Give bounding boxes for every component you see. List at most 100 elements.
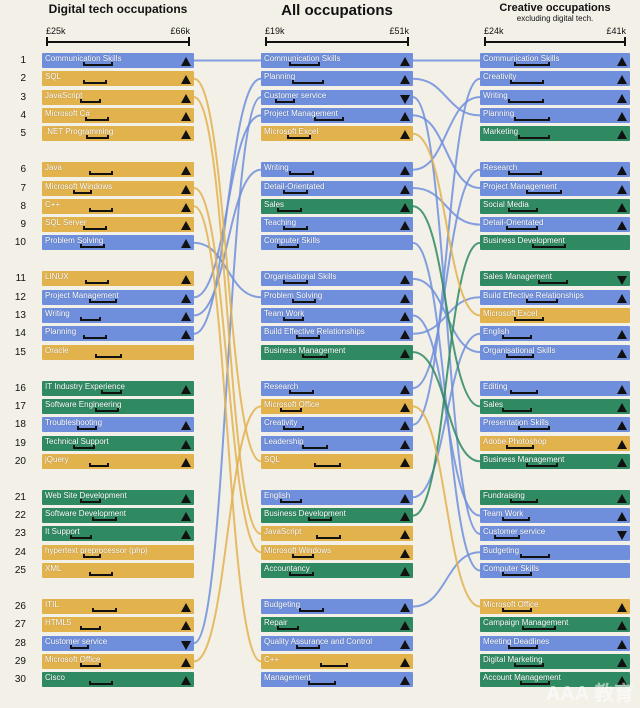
rank-number: 7 xyxy=(20,182,26,194)
trend-up-icon xyxy=(181,676,191,686)
skill-label: Communication Skills xyxy=(483,54,560,63)
trend-up-icon xyxy=(400,402,410,412)
salary-range-bar xyxy=(72,189,93,194)
salary-range-bar xyxy=(88,298,117,303)
trend-up-icon xyxy=(617,421,627,431)
trend-up-icon xyxy=(617,657,627,667)
skill-connector xyxy=(412,351,481,463)
salary-range-bar xyxy=(291,553,314,558)
skill-label: XML xyxy=(45,564,62,573)
skill-label: Account Management xyxy=(483,673,561,683)
skill-label: It Support xyxy=(45,527,80,537)
skill-connector xyxy=(193,96,262,535)
trend-up-icon xyxy=(400,639,410,649)
salary-axis-tick xyxy=(624,37,626,46)
trend-up-icon xyxy=(400,130,410,140)
trend-up-icon xyxy=(617,493,627,503)
salary-range-bar xyxy=(283,226,309,231)
skill-label: Build Effective Relationships xyxy=(264,327,365,337)
skill-bar-digital: Communication Skills xyxy=(42,53,194,68)
skill-connector xyxy=(412,405,481,608)
salary-axis-line xyxy=(265,41,409,43)
skill-label: Writing xyxy=(264,163,289,173)
skill-label: English xyxy=(264,490,291,500)
skill-bar-creative: Social Media xyxy=(480,198,630,214)
skill-label: Adobe Photoshop xyxy=(483,436,547,446)
trend-up-icon xyxy=(617,202,627,212)
column-title-text: All occupations xyxy=(281,2,393,19)
salary-range-bar xyxy=(283,280,309,285)
skill-label: Creativity xyxy=(483,72,517,82)
trend-up-icon xyxy=(617,457,627,467)
skill-label: Project Management xyxy=(483,181,557,191)
skill-connector xyxy=(412,77,481,117)
skill-bar-digital: SQL xyxy=(42,71,194,87)
skill-label: Problem Solving xyxy=(264,290,323,300)
skill-bar-all: Repair xyxy=(261,617,413,633)
column-title-text: Digital tech occupations xyxy=(48,2,188,16)
skill-label: Leadership xyxy=(264,436,304,446)
skill-label: jQuery xyxy=(45,454,69,464)
salary-range-bar xyxy=(289,572,315,576)
skill-bar-all: Build Effective Relationships xyxy=(261,326,413,342)
trend-up-icon xyxy=(400,75,410,85)
skill-bar-creative: Fundraising xyxy=(480,489,630,505)
salary-range-bar xyxy=(279,407,302,412)
trend-up-icon xyxy=(400,457,410,467)
skill-label: Team Work xyxy=(264,309,305,318)
skill-label: Communication Skills xyxy=(45,54,122,63)
skill-bar-digital: It Support xyxy=(42,526,194,542)
trend-up-icon xyxy=(400,221,410,231)
skill-bar-all: English xyxy=(261,489,413,505)
skill-label: Computer Skills xyxy=(264,236,321,246)
skill-bar-all: Microsoft Windows xyxy=(261,544,413,560)
trend-down-icon xyxy=(617,276,627,286)
skill-connector xyxy=(193,77,262,463)
salary-range-bar xyxy=(70,644,89,649)
trend-up-icon xyxy=(400,166,410,176)
salary-range-bar xyxy=(283,189,309,194)
skill-bar-digital: Oracle xyxy=(42,344,194,360)
trend-up-icon xyxy=(400,548,410,558)
skill-bar-all: C++ xyxy=(261,653,413,669)
salary-range-bar xyxy=(80,244,105,249)
skill-bar-creative: Campaign Management xyxy=(480,617,630,633)
skill-bar-digital: Software Engineering xyxy=(42,398,194,414)
salary-range-bar xyxy=(76,426,98,431)
trend-up-icon xyxy=(400,312,410,321)
skill-connector xyxy=(412,205,481,408)
trend-up-icon xyxy=(181,530,191,540)
skill-bar-all: Microsoft Excel xyxy=(261,126,413,142)
salary-range-bar xyxy=(283,317,305,321)
salary-range-bar xyxy=(517,135,551,140)
salary-scale-all: £19k £51k xyxy=(261,26,413,46)
salary-range-bar xyxy=(505,444,535,449)
salary-range-bar xyxy=(307,681,336,686)
skill-label: Team Work xyxy=(483,509,524,519)
skill-bar-all: Research xyxy=(261,380,413,396)
skill-bar-all: Creativity xyxy=(261,417,413,433)
salary-range-bar xyxy=(88,681,114,686)
skill-bar-all: Computer Skills xyxy=(261,235,413,251)
salary-range-bar xyxy=(279,498,302,503)
trend-up-icon xyxy=(400,330,410,340)
salary-range-bar xyxy=(526,298,559,303)
skill-label: Troubleshooting xyxy=(45,418,103,428)
skill-bar-creative: Creativity xyxy=(480,71,630,87)
skill-bar-creative: Communication Skills xyxy=(480,53,630,68)
skill-label: Research xyxy=(264,381,299,391)
trend-up-icon xyxy=(181,603,191,612)
skill-label: Project Management xyxy=(264,108,338,118)
skill-connector xyxy=(412,241,481,517)
skill-connector xyxy=(193,168,262,317)
rank-number: 27 xyxy=(14,619,26,631)
skill-bar-digital: Writing xyxy=(42,308,194,323)
skill-label: English xyxy=(483,327,510,337)
skill-label: JavaScript xyxy=(264,527,302,537)
skill-bar-all: Microsoft Office xyxy=(261,398,413,414)
rank-number: 25 xyxy=(14,565,26,576)
skill-label: Build Effective Relationships xyxy=(483,290,584,300)
skill-label: Management xyxy=(264,673,311,683)
